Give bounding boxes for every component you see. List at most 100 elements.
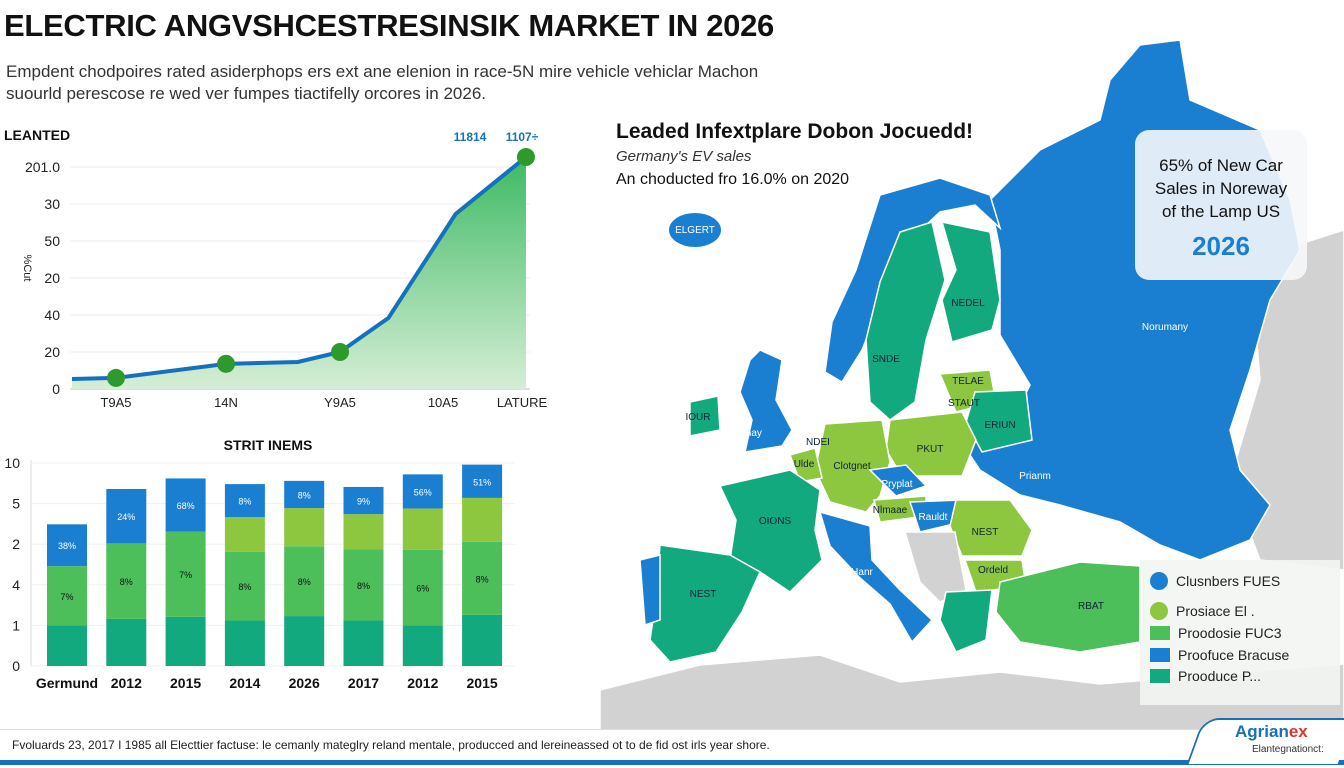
map-country-label: STAUT [948, 398, 980, 409]
bar-segment [224, 551, 265, 621]
legend-item: Prosiace El . [1150, 602, 1255, 620]
y-tick-label: 0 [12, 658, 20, 674]
bar-segment [402, 549, 443, 626]
x-tick-label: 2015 [467, 675, 498, 691]
legend-label: Prooduce P... [1178, 668, 1262, 684]
map-heading: Leaded Infextplare Dobon Jocuedd! [616, 120, 974, 143]
map-country-label: RBAT [1078, 601, 1104, 612]
annotation-label: 11814 [454, 130, 487, 144]
x-tick-label: 2015 [170, 675, 201, 691]
map-country-label: NEST [972, 527, 999, 538]
legend-item: Proodosie FUC3 [1150, 625, 1282, 641]
legend-swatch-icon [1150, 626, 1170, 640]
info-year: 2026 [1192, 231, 1250, 261]
x-tick-label: 2014 [229, 675, 260, 691]
logo-accent: ex [1288, 722, 1308, 741]
info-line-1: 65% of New Car [1159, 156, 1283, 175]
map-country-label: PKUT [917, 444, 944, 455]
footer-divider [0, 729, 1200, 730]
y-tick-label: 20 [44, 344, 60, 360]
bar-value-label: 68% [177, 501, 195, 511]
bar-segment [106, 618, 147, 666]
bar-value-label: 38% [58, 541, 76, 551]
bar-segment [224, 516, 265, 552]
page-title: ELECTRIC ANGVSHCESTRESINSIK MARKET IN 20… [4, 8, 774, 43]
bar-segment [47, 566, 87, 626]
bar-segment [284, 546, 325, 617]
bar-segment [402, 508, 443, 550]
x-tick-label: LATURE [497, 395, 548, 410]
x-tick-label: 2026 [289, 675, 320, 691]
bar-value-label: 8% [476, 574, 489, 584]
country-romania [949, 499, 1033, 557]
bar-value-label: 56% [414, 487, 432, 497]
country-finland [940, 221, 1001, 343]
brand-logo: Agrianex [1235, 722, 1308, 742]
map-country-label: Nlmaae [873, 505, 908, 516]
x-tick-label: 10A5 [428, 395, 458, 410]
map-country-label: NDEI [806, 437, 830, 448]
area-fill [72, 157, 526, 389]
bar-value-label: 7% [60, 592, 73, 602]
footer-note: Fvoluards 23, 2017 I 1985 all Electtier … [12, 738, 770, 752]
data-point-marker [516, 148, 535, 167]
data-point-marker [217, 354, 235, 373]
map-country-label: IOUR [686, 412, 711, 423]
line-chart-title: LEANTED [4, 127, 70, 143]
subtitle-line-1: Empdent chodpoires rated asiderphops ers… [6, 62, 759, 81]
legend-swatch-icon [1150, 648, 1170, 662]
bar-value-label: 8% [357, 581, 370, 591]
country-czechia [868, 464, 928, 497]
bar-value-label: 8% [238, 497, 251, 507]
data-point-marker [331, 343, 349, 361]
map-note: An choducted fro 16.0% on 2020 [616, 171, 850, 188]
map-country-label: Thhay [734, 428, 762, 439]
legend-label: Prosiace El . [1176, 603, 1255, 619]
subtitle-line-2: suourld perescose re wed ver fumpes tiac… [6, 84, 487, 103]
y-tick-label: 40 [44, 307, 60, 323]
map-country-label: OIONS [759, 516, 792, 527]
x-tick-label: 2012 [111, 675, 142, 691]
country-ireland [689, 395, 721, 437]
bar-value-label: 8% [298, 577, 311, 587]
y-tick-label: 2 [12, 536, 20, 552]
y-tick-label: 0 [52, 381, 60, 397]
bar-segment [462, 614, 503, 666]
country-greece [939, 589, 993, 653]
map-country-label: Norumany [1142, 322, 1188, 333]
bar-segment [165, 478, 206, 532]
map-legend: Clusnbers FUES Prosiace El . Proodosie F… [1140, 560, 1340, 705]
map-country-label: Ulde [794, 459, 815, 470]
bar-segment [284, 508, 325, 547]
bar-segment [224, 620, 265, 666]
norway-info-box: 65% of New Car Sales in Noreway of the L… [1135, 130, 1307, 280]
bar-segment [402, 625, 443, 666]
bar-value-label: 51% [473, 477, 491, 487]
info-line-2: Sales in Noreway [1154, 179, 1288, 198]
bar-value-label: 8% [120, 577, 133, 587]
legend-circle-icon [1150, 572, 1168, 590]
bar-segment [106, 488, 147, 544]
series-line [71, 155, 528, 382]
y-tick-label: 1 [12, 617, 20, 633]
map-country-label: Rauldt [919, 512, 948, 523]
y-tick-label: 201.0 [25, 159, 60, 175]
map-country-label: NEST [690, 589, 717, 600]
bar-segment [165, 531, 206, 617]
map-country-label: Prianm [1019, 471, 1051, 482]
bar-value-label: 8% [298, 490, 311, 500]
y-tick-label: 5 [12, 496, 20, 512]
legend-label: Proofuce Bracuse [1178, 647, 1290, 663]
bar-segment [402, 474, 443, 509]
map-country-label: TELAE [952, 376, 984, 387]
logo-main: Agrian [1235, 722, 1289, 741]
bar-segment [343, 486, 384, 515]
bar-value-label: 6% [416, 584, 429, 594]
bar-segment [343, 620, 384, 666]
logo-tagline: Elantegnationct: [1252, 744, 1324, 755]
footer-bar [0, 760, 1344, 765]
y-tick-label: 20 [44, 270, 60, 286]
country-iceland [669, 213, 721, 247]
bar-value-label: 7% [179, 570, 192, 580]
country-north-africa [599, 654, 1344, 731]
